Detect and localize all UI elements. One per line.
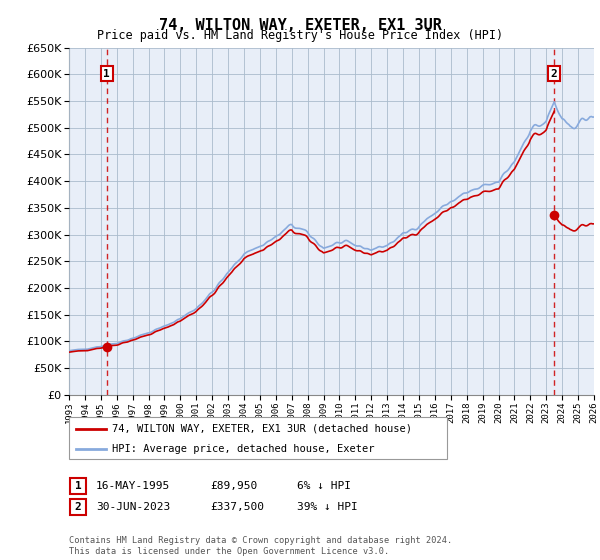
Text: 74, WILTON WAY, EXETER, EX1 3UR (detached house): 74, WILTON WAY, EXETER, EX1 3UR (detache… [112,424,412,434]
Text: 74, WILTON WAY, EXETER, EX1 3UR: 74, WILTON WAY, EXETER, EX1 3UR [158,18,442,33]
Text: £337,500: £337,500 [210,502,264,512]
Text: 30-JUN-2023: 30-JUN-2023 [96,502,170,512]
Text: 1: 1 [103,69,110,78]
Text: 1: 1 [74,481,82,491]
Text: 16-MAY-1995: 16-MAY-1995 [96,481,170,491]
Text: 2: 2 [74,502,82,512]
Text: Contains HM Land Registry data © Crown copyright and database right 2024.
This d: Contains HM Land Registry data © Crown c… [69,536,452,556]
Text: 2: 2 [551,69,557,78]
Text: 6% ↓ HPI: 6% ↓ HPI [297,481,351,491]
Text: 39% ↓ HPI: 39% ↓ HPI [297,502,358,512]
Text: HPI: Average price, detached house, Exeter: HPI: Average price, detached house, Exet… [112,444,374,454]
Text: £89,950: £89,950 [210,481,257,491]
Text: Price paid vs. HM Land Registry's House Price Index (HPI): Price paid vs. HM Land Registry's House … [97,29,503,42]
